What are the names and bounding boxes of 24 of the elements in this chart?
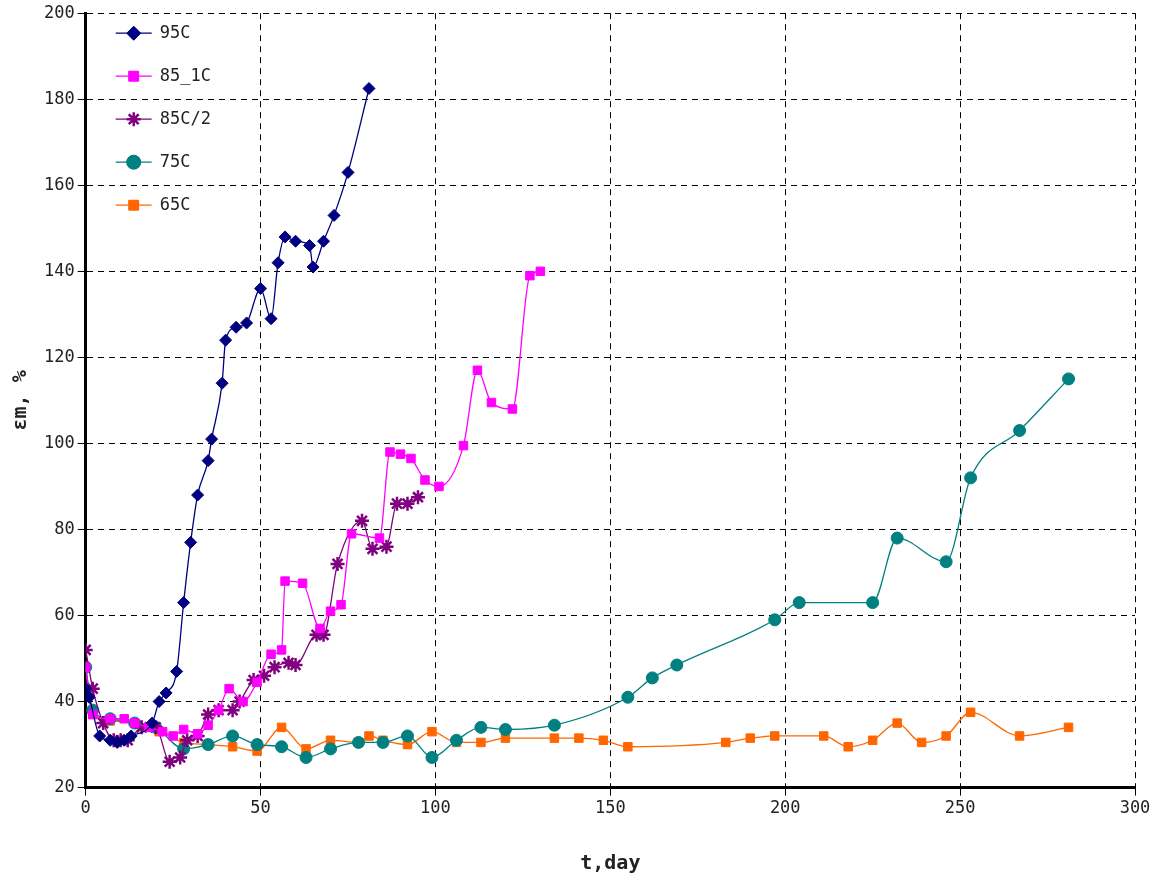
x-tick-label: 250 [944, 797, 976, 818]
y-axis-title: εm, % [7, 370, 32, 431]
y-tick-label: 20 [54, 776, 75, 797]
legend-label: 65C [159, 193, 191, 214]
y-tick-label: 180 [43, 87, 75, 108]
y-tick-label: 100 [43, 431, 75, 452]
legend-label: 85_1C [159, 64, 211, 85]
y-tick-label: 60 [54, 603, 75, 624]
y-tick-label: 140 [43, 259, 75, 280]
x-tick-label: 200 [769, 797, 801, 818]
legend-label: 85C/2 [159, 107, 211, 128]
y-tick-label: 160 [43, 173, 75, 194]
legend-label: 75C [159, 150, 191, 171]
x-tick-label: 0 [80, 797, 91, 818]
x-tick-label: 300 [1119, 797, 1151, 818]
legend-label: 95C [159, 21, 191, 42]
y-tick-label: 120 [43, 345, 75, 366]
y-tick-label: 200 [43, 1, 75, 22]
x-axis-title: t,day [580, 850, 641, 875]
x-tick-label: 100 [420, 797, 451, 818]
x-tick-label: 150 [594, 797, 626, 818]
y-tick-label: 40 [54, 689, 75, 710]
y-tick-label: 80 [54, 517, 75, 538]
x-tick-label: 50 [250, 797, 271, 818]
